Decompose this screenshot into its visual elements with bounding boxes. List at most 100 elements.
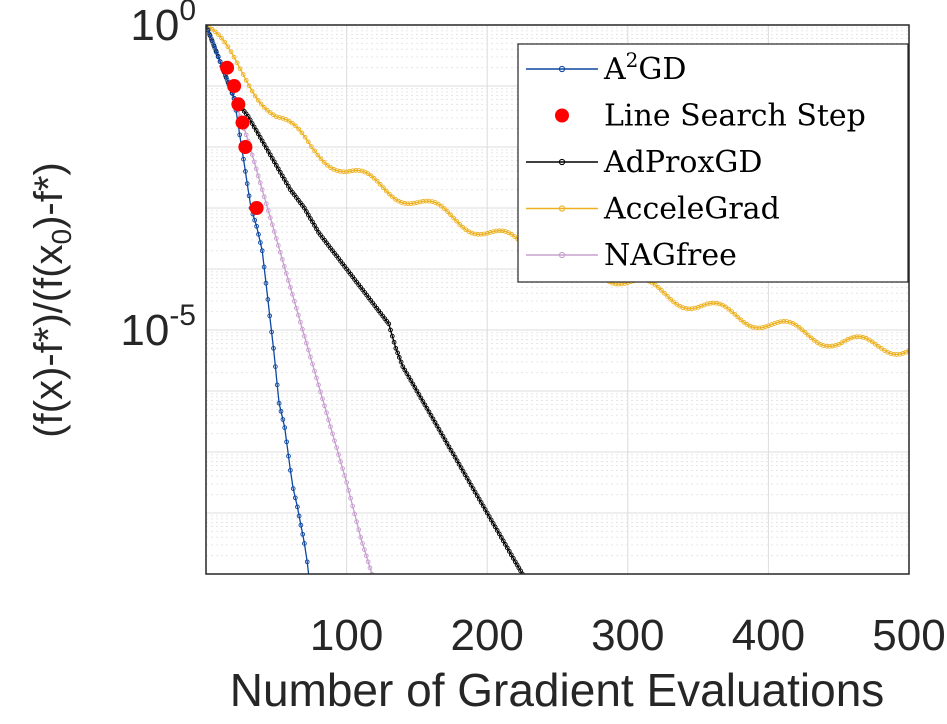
accelegrad-marker (457, 222, 463, 227)
accelegrad-marker (213, 29, 218, 35)
accelegrad-marker (302, 134, 308, 140)
accelegrad-marker (478, 231, 484, 237)
a-gd-marker (273, 364, 278, 369)
adproxgd-marker (460, 468, 466, 474)
a-gd-marker (256, 232, 261, 237)
accelegrad-marker (689, 306, 695, 311)
adproxgd-marker (269, 155, 275, 161)
accelegrad-marker (405, 201, 411, 207)
nagfree-marker (306, 347, 311, 353)
adproxgd-marker (508, 552, 514, 558)
legend-line-search-dot (555, 108, 569, 123)
accelegrad-marker (750, 324, 756, 330)
nagfree-marker (296, 312, 301, 318)
accelegrad-marker (735, 314, 741, 320)
adproxgd-marker (306, 212, 311, 218)
a-gd-marker (241, 156, 246, 162)
accelegrad-marker (442, 206, 447, 211)
accelegrad-marker (252, 93, 258, 99)
accelegrad-marker (723, 304, 728, 310)
adproxgd-marker (476, 496, 482, 502)
legend-nagfree-label: NAGfree (604, 238, 737, 273)
accelegrad-marker (312, 148, 317, 154)
accelegrad-marker (799, 327, 805, 333)
a-gd-marker (295, 504, 300, 510)
accelegrad-marker (680, 305, 686, 310)
nagfree-marker (267, 215, 273, 220)
nagfree-marker (334, 445, 339, 450)
adproxgd-marker (474, 493, 480, 498)
accelegrad-marker (341, 169, 346, 175)
accelegrad-marker (738, 317, 744, 323)
nagfree-marker (324, 410, 329, 416)
accelegrad-marker (402, 201, 408, 206)
adproxgd-marker (436, 426, 442, 432)
nagfree-marker (336, 452, 341, 457)
adproxgd-marker (506, 548, 512, 554)
nagfree-marker (243, 132, 249, 138)
nagfree-marker (277, 250, 283, 255)
accelegrad-marker (796, 324, 802, 330)
nagfree-marker (265, 208, 271, 213)
adproxgd-marker (444, 440, 450, 446)
accelegrad-marker (891, 351, 897, 357)
adproxgd-marker (395, 350, 400, 356)
nagfree-marker (346, 487, 351, 493)
nagfree-marker (273, 236, 279, 241)
line-search-point (231, 97, 246, 112)
legend-a-gd-label: A2GD (603, 48, 686, 87)
accelegrad-marker (656, 285, 661, 290)
x-tick-label: 300 (591, 611, 664, 660)
nagfree-marker (367, 565, 373, 571)
accelegrad-marker (347, 168, 353, 174)
accelegrad-marker (293, 123, 298, 129)
adproxgd-marker (275, 166, 281, 172)
accelegrad-marker (711, 300, 716, 306)
nagfree-marker (344, 480, 349, 485)
adproxgd-marker (251, 124, 257, 130)
nagfree-marker (286, 277, 291, 283)
adproxgd-marker (410, 381, 416, 387)
a-gd-marker (244, 181, 250, 186)
accelegrad-marker (228, 49, 234, 55)
nagfree-marker (322, 403, 327, 409)
adproxgd-marker (283, 180, 289, 186)
adproxgd-marker (400, 364, 406, 369)
accelegrad-marker (759, 325, 765, 330)
accelegrad-marker (216, 32, 221, 38)
a-gd-marker (286, 453, 291, 459)
accelegrad-marker (399, 200, 404, 205)
nagfree-marker (288, 284, 293, 290)
nagfree-marker (292, 298, 297, 304)
accelegrad-marker (753, 325, 759, 331)
adproxgd-marker (406, 374, 412, 380)
accelegrad-marker (261, 105, 267, 110)
nagfree-marker (255, 173, 261, 179)
x-tick-label: 200 (450, 611, 523, 660)
accelegrad-marker (454, 218, 459, 224)
adproxgd-marker (504, 545, 510, 551)
adproxgd-marker (304, 209, 309, 214)
line-search-point (238, 140, 253, 154)
accelegrad-marker (426, 198, 432, 204)
accelegrad-marker (793, 322, 799, 328)
accelegrad-marker (344, 169, 349, 175)
plot-frame (205, 24, 910, 575)
a-gd-marker (282, 425, 288, 430)
a-gd-marker (274, 382, 280, 388)
a-gd-marker (304, 559, 310, 565)
adproxgd-marker (478, 500, 484, 505)
adproxgd-marker (424, 406, 430, 411)
accelegrad-marker (781, 319, 787, 324)
a-gd-marker (258, 240, 263, 245)
accelegrad-marker (387, 191, 392, 197)
nagfree-marker (320, 396, 325, 402)
adproxgd-marker (432, 420, 438, 425)
adproxgd-marker (434, 423, 440, 429)
nagfree-marker (352, 511, 357, 517)
adproxgd-marker (510, 555, 516, 561)
nagfree-marker (302, 333, 307, 339)
adproxgd-marker (249, 121, 255, 126)
accelegrad-marker (353, 168, 359, 173)
adproxgd-marker (494, 528, 500, 533)
